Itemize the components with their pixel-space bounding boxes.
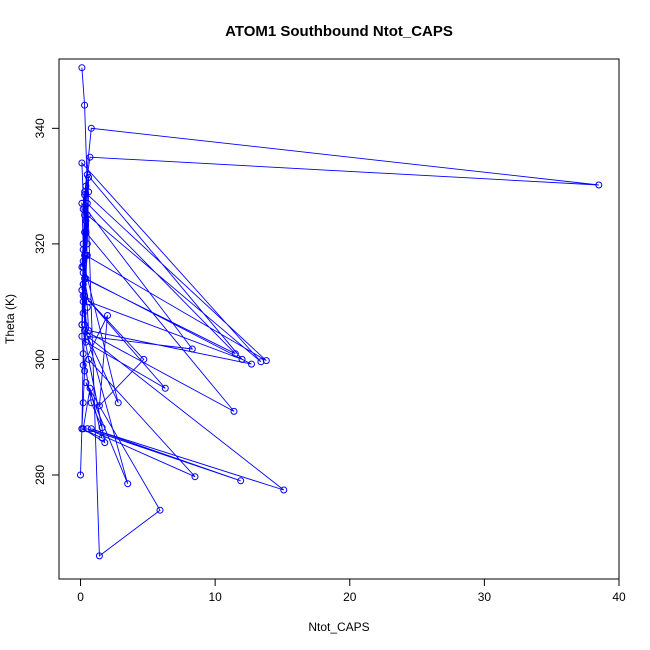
data-point (98, 424, 106, 432)
x-tick-label: 10 (208, 590, 222, 604)
data-point (78, 64, 86, 72)
x-tick-label: 40 (612, 590, 626, 604)
data-point (87, 425, 95, 433)
data-point (87, 124, 95, 132)
data-point (85, 355, 93, 363)
data-point (83, 240, 91, 248)
chart-title: ATOM1 Southbound Ntot_CAPS (225, 23, 453, 40)
data-point (79, 309, 87, 317)
data-point (82, 275, 90, 283)
data-point (140, 355, 148, 363)
data-point (86, 384, 94, 392)
data-point (81, 292, 89, 300)
data-point (83, 303, 91, 311)
data-point (82, 251, 90, 259)
data-point (191, 473, 199, 481)
data-point (95, 402, 103, 410)
data-point (79, 361, 87, 369)
data-point (262, 357, 270, 365)
y-tick-label: 300 (33, 349, 47, 369)
data-point (79, 240, 87, 248)
data-point (161, 384, 169, 392)
data-point (83, 211, 91, 219)
x-axis-label: Ntot_CAPS (308, 620, 369, 634)
data-point (81, 101, 89, 109)
y-axis: 280 300 320 340 (33, 118, 60, 485)
x-axis: 0 10 20 30 40 (77, 578, 626, 604)
data-point (82, 228, 90, 236)
data-point (156, 506, 164, 514)
x-tick-label: 30 (478, 590, 492, 604)
data-point (83, 199, 91, 207)
data-point (104, 312, 111, 319)
y-tick-label: 320 (33, 234, 47, 254)
data-point (124, 480, 132, 488)
data-point (238, 355, 246, 363)
data-point (95, 552, 103, 560)
data-point (77, 471, 84, 479)
y-tick-label: 280 (33, 465, 47, 485)
data-point (81, 327, 89, 335)
data-point (78, 332, 86, 340)
data-point (85, 188, 93, 196)
data-point (78, 321, 86, 329)
data-point (79, 280, 87, 288)
y-tick-label: 340 (33, 118, 47, 138)
data-point (114, 399, 122, 407)
data-point (188, 345, 196, 353)
data-point (78, 199, 86, 207)
data-point (230, 407, 238, 415)
data-point (595, 181, 603, 189)
data-point (101, 439, 109, 447)
data-point (81, 188, 89, 196)
y-axis-label: Theta (K) (3, 294, 17, 344)
data-point (79, 257, 87, 265)
x-tick-label: 0 (77, 590, 84, 604)
data-point (248, 360, 255, 368)
data-point (79, 350, 87, 358)
data-point (231, 350, 239, 358)
data-point (87, 399, 95, 407)
data-point (83, 171, 91, 179)
x-tick-label: 20 (343, 590, 357, 604)
data-point (79, 425, 87, 433)
data-point (237, 477, 245, 485)
series-group (77, 64, 603, 560)
data-point (86, 153, 94, 161)
data-point (83, 425, 91, 433)
data-point (280, 486, 288, 494)
data-point (83, 332, 91, 340)
data-point (79, 399, 87, 407)
data-point (78, 159, 86, 167)
data-point (82, 379, 90, 387)
